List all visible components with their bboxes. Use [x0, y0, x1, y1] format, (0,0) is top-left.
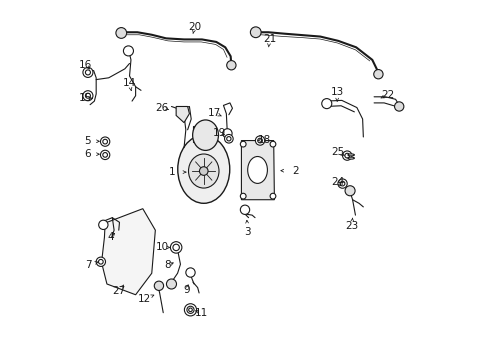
Ellipse shape — [348, 154, 354, 156]
Circle shape — [199, 167, 208, 175]
Circle shape — [322, 99, 332, 109]
Ellipse shape — [178, 135, 230, 203]
Text: 20: 20 — [188, 22, 201, 32]
Circle shape — [173, 244, 179, 251]
Circle shape — [189, 308, 192, 312]
Ellipse shape — [193, 120, 219, 150]
Circle shape — [100, 137, 110, 146]
Ellipse shape — [189, 154, 219, 188]
Circle shape — [186, 268, 195, 277]
Text: 6: 6 — [85, 149, 91, 159]
Circle shape — [167, 279, 176, 289]
Ellipse shape — [348, 157, 354, 159]
Text: 14: 14 — [123, 78, 136, 88]
Text: 24: 24 — [331, 177, 344, 187]
Text: 11: 11 — [195, 308, 208, 318]
Text: 18: 18 — [258, 135, 271, 145]
Circle shape — [85, 93, 91, 98]
Text: 23: 23 — [345, 221, 359, 231]
Text: 19: 19 — [213, 128, 226, 138]
Circle shape — [98, 260, 103, 264]
Text: 2: 2 — [293, 166, 299, 176]
Text: 15: 15 — [79, 93, 92, 103]
Circle shape — [103, 139, 107, 144]
Circle shape — [103, 153, 107, 157]
Circle shape — [240, 205, 250, 215]
Text: 17: 17 — [208, 108, 221, 118]
Circle shape — [345, 186, 355, 196]
Circle shape — [394, 102, 404, 111]
Circle shape — [250, 27, 261, 38]
Circle shape — [227, 60, 236, 70]
Polygon shape — [242, 140, 274, 200]
Polygon shape — [101, 209, 155, 295]
Circle shape — [227, 136, 231, 141]
Text: 3: 3 — [245, 227, 251, 237]
Text: 5: 5 — [85, 136, 91, 146]
Circle shape — [340, 181, 345, 186]
Circle shape — [83, 67, 93, 77]
Circle shape — [83, 91, 93, 101]
Circle shape — [258, 138, 262, 143]
Circle shape — [184, 304, 196, 316]
Text: 27: 27 — [112, 286, 125, 296]
Polygon shape — [196, 129, 212, 140]
Circle shape — [154, 281, 164, 291]
Circle shape — [96, 257, 105, 266]
Text: 22: 22 — [381, 90, 394, 100]
Circle shape — [345, 153, 349, 158]
Text: 16: 16 — [79, 59, 92, 69]
Circle shape — [270, 193, 276, 199]
Circle shape — [223, 129, 232, 138]
Text: 26: 26 — [155, 103, 169, 113]
Polygon shape — [176, 107, 190, 123]
Text: 13: 13 — [331, 87, 344, 97]
Circle shape — [98, 220, 108, 229]
Circle shape — [100, 150, 110, 159]
Ellipse shape — [247, 157, 268, 183]
Circle shape — [85, 70, 91, 75]
Text: 21: 21 — [263, 35, 276, 44]
Circle shape — [343, 151, 352, 160]
Circle shape — [240, 141, 246, 147]
Circle shape — [116, 28, 126, 39]
Circle shape — [224, 134, 233, 143]
Text: 9: 9 — [184, 285, 190, 296]
Circle shape — [187, 306, 194, 314]
Circle shape — [270, 141, 276, 147]
Circle shape — [171, 242, 182, 253]
Text: 25: 25 — [331, 147, 344, 157]
Polygon shape — [193, 126, 215, 142]
Text: 12: 12 — [138, 294, 151, 304]
Text: 7: 7 — [85, 260, 91, 270]
Circle shape — [374, 69, 383, 79]
Text: 10: 10 — [156, 242, 169, 252]
Text: 1: 1 — [169, 167, 176, 177]
Circle shape — [338, 179, 347, 188]
Text: 8: 8 — [165, 260, 171, 270]
Circle shape — [255, 136, 265, 145]
Circle shape — [123, 46, 133, 56]
Text: 4: 4 — [107, 232, 114, 242]
Circle shape — [240, 193, 246, 199]
